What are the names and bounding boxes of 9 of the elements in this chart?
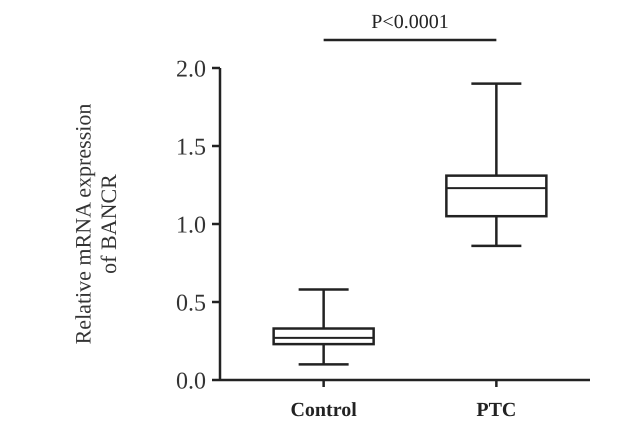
x-tick-label: Control xyxy=(290,399,358,421)
y-tick-label: 1.5 xyxy=(176,134,206,160)
y-tick-label: 0.0 xyxy=(176,368,206,394)
y-tick-label: 1.0 xyxy=(176,212,206,238)
y-tick-label: 2.0 xyxy=(176,56,206,82)
text: P<0.0001 xyxy=(371,11,449,33)
y-axis-title: Relative mRNA expression of BANCR xyxy=(70,104,121,344)
y-tick-label: 0.5 xyxy=(176,290,206,316)
x-tick-label: PTC xyxy=(476,399,516,421)
